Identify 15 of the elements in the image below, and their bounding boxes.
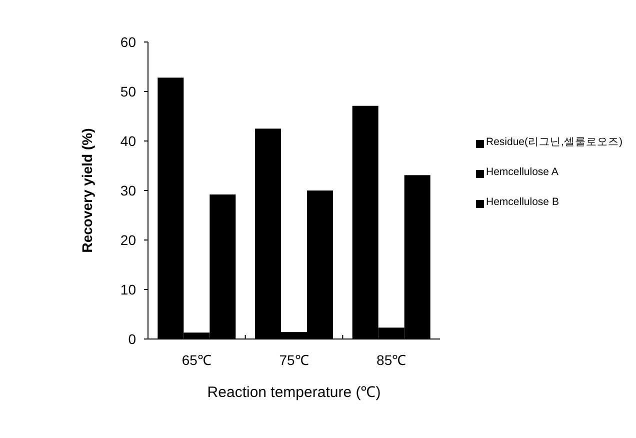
- x-tick-label: 65℃: [182, 352, 212, 368]
- y-tick-label: 40: [120, 133, 136, 149]
- y-tick-label: 50: [120, 84, 136, 100]
- legend-label: Residue(리그닌,셀룰로오즈): [486, 136, 624, 148]
- x-tick-label: 85℃: [376, 352, 406, 368]
- y-tick-label: 60: [120, 34, 136, 50]
- y-tick-label: 20: [120, 232, 136, 248]
- y-tick-label: 30: [120, 182, 136, 198]
- legend-label: Hemcellulose A: [486, 166, 560, 178]
- legend-label: Hemcellulose B: [486, 196, 560, 208]
- y-tick-label: 10: [120, 282, 136, 298]
- y-axis-title: Recovery yield (%): [79, 128, 95, 253]
- y-tick-label: 0: [128, 331, 136, 347]
- x-axis-title: Reaction temperature (℃): [207, 384, 381, 401]
- x-tick-label: 75℃: [279, 352, 309, 368]
